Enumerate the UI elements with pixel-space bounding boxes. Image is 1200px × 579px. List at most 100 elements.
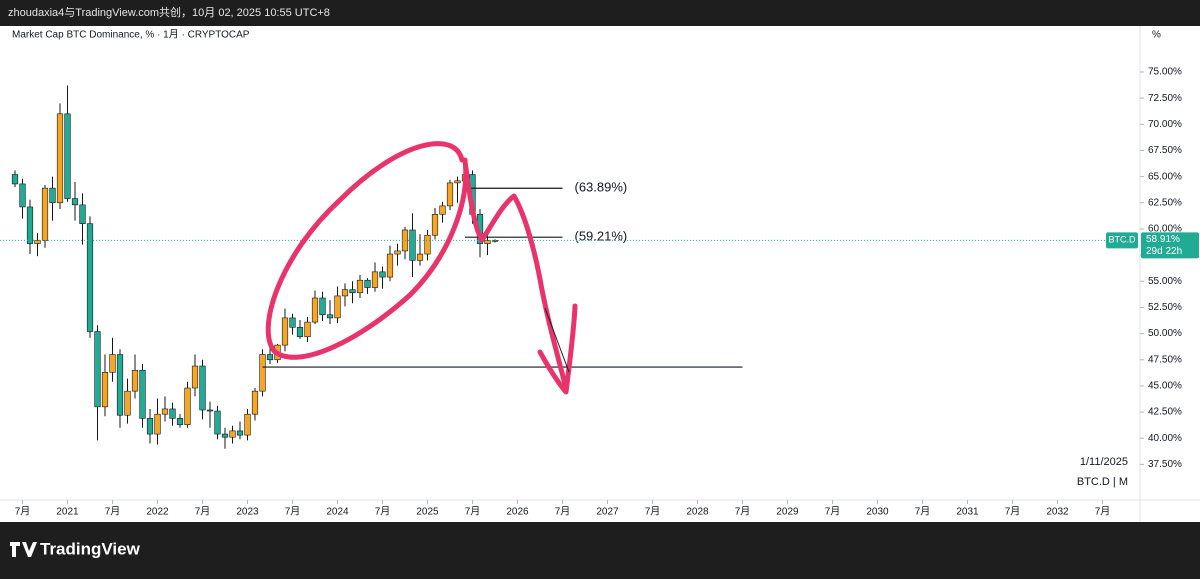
y-tick-label: 42.50% (1148, 407, 1182, 418)
candle-body (131, 369, 139, 392)
candle-body (41, 187, 49, 241)
candle-body (251, 390, 259, 415)
candle-body (116, 354, 124, 416)
symbol-box (1106, 232, 1138, 249)
x-tick-label: 2022 (146, 507, 169, 518)
date-label: 1/11/2025 (1080, 456, 1128, 468)
candle-body (371, 271, 379, 288)
hand-drawn-arrowhead (537, 303, 578, 395)
chart-area (0, 26, 1200, 522)
candle-body (236, 430, 244, 436)
x-tick-label: 2027 (596, 507, 619, 518)
candle-body (169, 408, 176, 419)
candle-body (424, 234, 431, 255)
candle-body (304, 321, 311, 338)
x-tick-label: 7月 (465, 506, 481, 518)
candle-body (409, 229, 416, 261)
candle-body (146, 418, 154, 435)
x-tick-label: 2031 (956, 507, 979, 518)
candle-body (221, 433, 229, 438)
x-tick-label: 7月 (645, 506, 661, 518)
hand-drawn-ellipse (265, 141, 469, 360)
countdown-label: 29d 22h (1146, 246, 1182, 257)
y-tick-label: 75.00% (1148, 67, 1182, 78)
candle-body (244, 413, 251, 436)
candle-body (79, 204, 86, 225)
x-tick-label: 2024 (326, 507, 349, 518)
candle-body (319, 297, 326, 316)
candle-body (431, 213, 439, 236)
candle-body (56, 113, 64, 204)
x-tick-label: 7月 (825, 506, 841, 518)
y-tick-label: 62.50% (1148, 197, 1182, 208)
candle-body (266, 354, 274, 361)
header-text: zhoudaxia4与TradingView.com共创，10月 02, 202… (8, 6, 330, 19)
candle-body (184, 387, 191, 425)
candle-body (19, 183, 26, 208)
candle-body (176, 418, 184, 425)
candle-body (94, 331, 101, 408)
candle-body (11, 174, 19, 185)
level-label: (59.21%) (575, 229, 628, 244)
y-tick-label: 70.00% (1148, 119, 1182, 130)
price-box (1141, 232, 1199, 259)
x-tick-label: 7月 (555, 506, 571, 518)
x-tick-label: 7月 (285, 506, 301, 518)
drawn-line (544, 307, 570, 373)
level-label: (63.89%) (575, 180, 628, 195)
candle-body (34, 240, 41, 244)
y-unit: % (1152, 30, 1161, 41)
x-tick-label: 7月 (15, 506, 31, 518)
candle-body (49, 187, 56, 204)
candle-body (124, 390, 131, 416)
candle-body (296, 327, 304, 338)
y-tick-label: 37.50% (1148, 459, 1182, 470)
candle-body (206, 409, 214, 412)
x-tick-label: 7月 (1005, 506, 1021, 518)
x-tick-label: 2023 (236, 507, 259, 518)
candle-body (326, 314, 334, 319)
candle-body (416, 253, 424, 261)
candle-body (446, 182, 454, 207)
candle-body (379, 271, 386, 278)
chart-title: Market Cap BTC Dominance, % · 1月 · CRYPT… (12, 29, 250, 41)
x-tick-label: 2026 (506, 507, 529, 518)
candle-body (289, 317, 296, 328)
candle-body (139, 369, 146, 419)
y-tick-label: 40.00% (1148, 433, 1182, 444)
candle-body (71, 198, 79, 206)
symbol-label: BTC.D (1109, 235, 1137, 245)
candle-body (154, 413, 161, 435)
x-tick-label: 2028 (686, 507, 709, 518)
y-tick-label: 72.50% (1148, 93, 1182, 104)
y-tick-label: 55.00% (1148, 276, 1182, 287)
candle-body (439, 205, 446, 215)
x-tick-label: 7月 (915, 506, 931, 518)
candle-body (64, 113, 71, 199)
x-tick-label: 7月 (1095, 506, 1111, 518)
candle-body (341, 289, 349, 297)
y-tick-label: 67.50% (1148, 145, 1182, 156)
y-tick-label: 60.00% (1148, 224, 1182, 235)
x-tick-label: 2029 (776, 507, 799, 518)
x-tick-label: 2032 (1046, 507, 1069, 518)
y-tick-label: 65.00% (1148, 171, 1182, 182)
x-tick-label: 7月 (375, 506, 391, 518)
candle-body (259, 354, 266, 392)
x-tick-label: 7月 (195, 506, 211, 518)
candle-body (386, 253, 394, 278)
candle-body (281, 317, 289, 346)
price-label: 58.91% (1146, 234, 1180, 245)
x-tick-label: 2030 (866, 507, 889, 518)
x-tick-label: 2021 (56, 507, 79, 518)
candle-body (394, 250, 401, 255)
y-tick-label: 47.50% (1148, 354, 1182, 365)
candle-body (191, 365, 199, 389)
logo (10, 542, 37, 557)
candle-body (334, 295, 341, 319)
candle-body (101, 372, 109, 408)
y-tick-label: 52.50% (1148, 302, 1182, 313)
hand-drawn-path (463, 165, 569, 391)
drawings (265, 141, 578, 395)
